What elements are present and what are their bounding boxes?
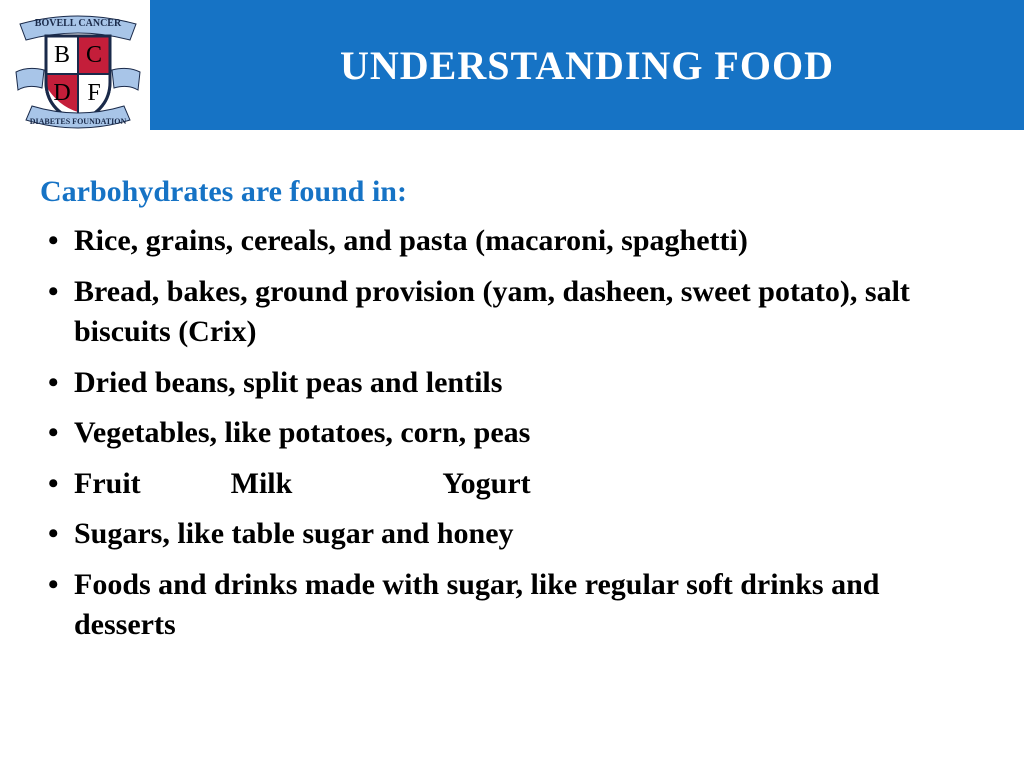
- slide-content: Carbohydrates are found in: Rice, grains…: [0, 130, 1024, 646]
- svg-text:D: D: [53, 80, 70, 106]
- bullet-list: Rice, grains, cereals, and pasta (macaro…: [40, 221, 984, 646]
- svg-text:B: B: [54, 42, 70, 68]
- list-item: Dried beans, split peas and lentils: [40, 363, 984, 404]
- svg-text:F: F: [87, 80, 100, 106]
- svg-text:C: C: [86, 42, 102, 68]
- list-item: Rice, grains, cereals, and pasta (macaro…: [40, 221, 984, 262]
- org-logo: BOVELL CANCER B C D F DIABETES FOUNDATIO…: [8, 2, 148, 142]
- logo-bottom-text: DIABETES FOUNDATION: [30, 117, 127, 126]
- list-item: Vegetables, like potatoes, corn, peas: [40, 413, 984, 454]
- slide-title: UNDERSTANDING FOOD: [340, 42, 834, 89]
- content-subtitle: Carbohydrates are found in:: [40, 175, 984, 209]
- list-item: Sugars, like table sugar and honey: [40, 514, 984, 555]
- header-bar: UNDERSTANDING FOOD: [150, 0, 1024, 130]
- slide-header: UNDERSTANDING FOOD BOVELL CANCER B C D F: [0, 0, 1024, 130]
- logo-top-text: BOVELL CANCER: [35, 18, 122, 29]
- list-item: Bread, bakes, ground provision (yam, das…: [40, 272, 984, 353]
- list-item: Fruit Milk Yogurt: [40, 464, 984, 505]
- list-item: Foods and drinks made with sugar, like r…: [40, 565, 984, 646]
